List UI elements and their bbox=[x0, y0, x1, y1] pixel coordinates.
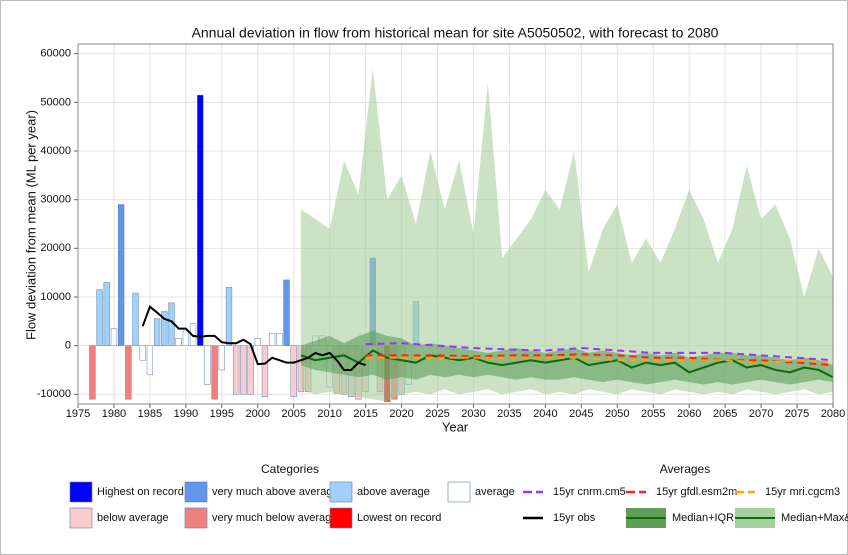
bar bbox=[218, 345, 225, 371]
x-tick-label: 2055 bbox=[641, 408, 665, 420]
legend-label: 15yr mri.cgcm3 bbox=[765, 486, 840, 498]
legend-label: very much above average bbox=[212, 486, 339, 498]
legend-label: Median+Max&Min bbox=[781, 512, 848, 524]
bar bbox=[211, 345, 218, 400]
bar bbox=[268, 333, 276, 346]
forecast-band bbox=[300, 68, 833, 402]
legend-label: above average bbox=[357, 486, 430, 498]
bar bbox=[132, 292, 139, 346]
bar bbox=[225, 286, 233, 346]
bar bbox=[103, 282, 110, 346]
bar bbox=[125, 345, 132, 400]
x-tick-label: 2070 bbox=[749, 408, 773, 420]
x-tick-label: 2010 bbox=[317, 408, 341, 420]
x-tick-label: 2015 bbox=[353, 408, 377, 420]
legend-swatch bbox=[184, 481, 208, 503]
x-tick-label: 2060 bbox=[677, 408, 701, 420]
bar bbox=[276, 333, 283, 346]
x-tick-label: 1995 bbox=[210, 408, 234, 420]
bar bbox=[204, 345, 211, 385]
y-tick-label: 60000 bbox=[40, 48, 71, 60]
y-tick-label: 0 bbox=[65, 340, 71, 352]
plot-border bbox=[77, 43, 834, 405]
bar bbox=[146, 345, 154, 376]
y-axis-title: Flow deviation from mean (ML per year) bbox=[23, 110, 38, 340]
x-tick-label: 2000 bbox=[246, 408, 270, 420]
chart-title: Annual deviation in flow from historical… bbox=[192, 25, 719, 41]
y-tick-label: 30000 bbox=[40, 194, 71, 206]
x-tick-label: 2080 bbox=[821, 408, 845, 420]
legend-title: Categories bbox=[261, 462, 319, 476]
x-axis-title: Year bbox=[442, 419, 469, 434]
y-tick-label: 40000 bbox=[40, 145, 71, 157]
y-tick-label: 20000 bbox=[40, 242, 71, 254]
legend-label: 15yr gfdl.esm2m bbox=[656, 486, 737, 498]
x-tick-label: 2050 bbox=[605, 408, 629, 420]
bar bbox=[261, 345, 269, 397]
y-tick-label: 10000 bbox=[40, 291, 71, 303]
bar bbox=[290, 345, 297, 397]
bar bbox=[161, 311, 168, 346]
legend-label: Highest on record bbox=[97, 486, 184, 498]
x-tick-label: 2075 bbox=[785, 408, 809, 420]
x-tick-label: 2040 bbox=[533, 408, 557, 420]
x-tick-label: 2005 bbox=[281, 408, 305, 420]
x-tick-label: 2025 bbox=[425, 408, 449, 420]
bar bbox=[175, 338, 182, 346]
bar bbox=[89, 345, 96, 400]
x-tick-label: 1990 bbox=[174, 408, 198, 420]
legend-swatch bbox=[329, 507, 353, 529]
x-tick-label: 2020 bbox=[389, 408, 413, 420]
legend-swatch bbox=[69, 481, 93, 503]
legend-label: below average bbox=[97, 512, 169, 524]
x-tick-label: 2065 bbox=[713, 408, 737, 420]
x-tick-label: 2030 bbox=[461, 408, 485, 420]
bar bbox=[283, 279, 290, 346]
line bbox=[141, 305, 366, 371]
x-tick-label: 1980 bbox=[102, 408, 126, 420]
bar bbox=[182, 330, 190, 346]
line bbox=[365, 353, 834, 367]
forecast-band bbox=[300, 331, 833, 385]
legend-swatch bbox=[447, 481, 471, 503]
bar bbox=[110, 328, 118, 346]
legend-label: Median+IQR bbox=[672, 512, 734, 524]
x-tick-label: 2035 bbox=[497, 408, 521, 420]
legend-label: 15yr obs bbox=[553, 512, 596, 524]
bar bbox=[96, 289, 103, 346]
x-tick-label: 1985 bbox=[138, 408, 162, 420]
bar bbox=[117, 204, 125, 346]
legend-swatch bbox=[184, 507, 208, 529]
bar bbox=[197, 94, 204, 346]
y-tick-label: -10000 bbox=[37, 388, 71, 400]
bar bbox=[240, 345, 247, 395]
bar bbox=[254, 338, 261, 346]
legend-label: very much below average bbox=[212, 512, 337, 524]
legend-label: Lowest on record bbox=[357, 512, 441, 524]
bar bbox=[139, 345, 146, 361]
x-tick-label: 2045 bbox=[569, 408, 593, 420]
line bbox=[365, 342, 834, 362]
legend-label: average bbox=[475, 486, 515, 498]
legend-swatch bbox=[69, 507, 93, 529]
x-tick-label: 1975 bbox=[66, 408, 90, 420]
bar bbox=[247, 345, 254, 395]
line bbox=[300, 349, 834, 379]
legend-title: Averages bbox=[660, 462, 710, 476]
line bbox=[365, 356, 834, 364]
bar bbox=[233, 345, 240, 395]
legend-swatch bbox=[329, 481, 353, 503]
bar bbox=[153, 318, 161, 346]
y-tick-label: 50000 bbox=[40, 96, 71, 108]
legend-label: 15yr cnrm.cm5 bbox=[553, 486, 626, 498]
